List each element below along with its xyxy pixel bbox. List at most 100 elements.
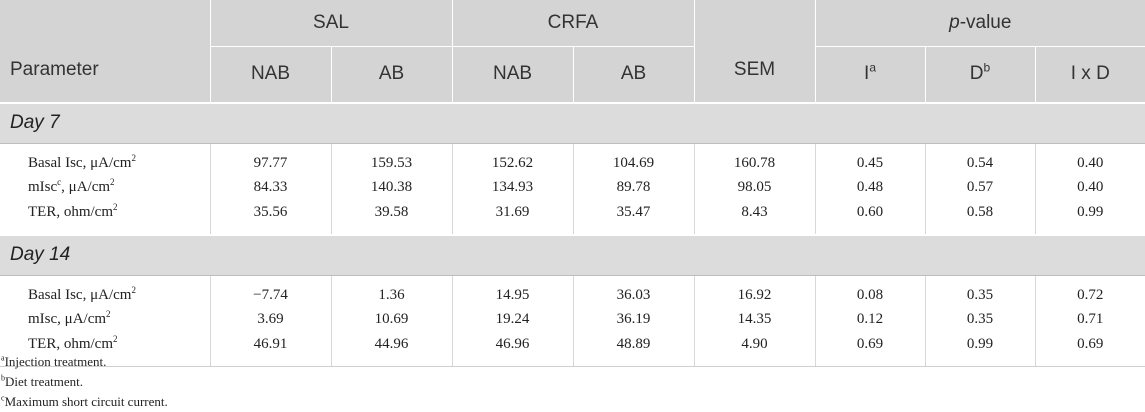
header-d-sup: b xyxy=(983,60,991,75)
table-body: Day 7 Basal Isc, μA/cm2 97.77 159.53 152… xyxy=(0,101,1145,367)
value-cell: 0.58 xyxy=(924,199,1036,235)
row-parameter: TER, ohm/cm2 xyxy=(0,331,210,367)
value-cell: 16.92 xyxy=(693,275,816,308)
param-mid-sup: c xyxy=(57,177,62,187)
param-sup: 2 xyxy=(131,153,136,163)
section-title: Day 7 xyxy=(0,101,1145,144)
value-cell: −7.74 xyxy=(209,275,331,308)
param-sup: 2 xyxy=(113,202,118,212)
table-row: mIsc, μA/cm2 3.69 10.69 19.24 36.19 14.3… xyxy=(0,307,1145,332)
header-i: Ia xyxy=(814,46,926,103)
group-sal: SAL xyxy=(209,0,453,47)
value-cell: 89.78 xyxy=(572,175,695,200)
value-cell: 160.78 xyxy=(693,143,816,176)
group-pvalue: p-value xyxy=(814,0,1145,47)
value-cell: 36.19 xyxy=(572,307,695,332)
table-row: Basal Isc, μA/cm2 97.77 159.53 152.62 10… xyxy=(0,143,1145,176)
param-sup: 2 xyxy=(113,334,118,344)
value-cell: 35.47 xyxy=(572,199,695,235)
value-cell: 104.69 xyxy=(572,143,695,176)
header-sal-nab: NAB xyxy=(209,46,331,103)
pvalue-rest: -value xyxy=(959,12,1012,33)
value-cell: 98.05 xyxy=(693,175,816,200)
section-title: Day 14 xyxy=(0,233,1145,276)
value-cell: 1.36 xyxy=(330,275,453,308)
footnote-mark: c xyxy=(1,393,5,403)
value-cell: 0.60 xyxy=(814,199,926,235)
header-crfa-ab: AB xyxy=(572,46,695,103)
value-cell: 10.69 xyxy=(330,307,453,332)
value-cell: 36.03 xyxy=(572,275,695,308)
header-blank-sem xyxy=(693,0,816,47)
footnote-mark: b xyxy=(1,373,5,383)
param-text: TER, ohm/cm xyxy=(28,204,113,220)
value-cell: 0.45 xyxy=(814,143,926,176)
value-cell: 0.71 xyxy=(1034,307,1145,332)
header-i-sup: a xyxy=(869,60,876,75)
param-sup: 2 xyxy=(106,309,111,319)
param-text: mIsc xyxy=(28,179,58,195)
param-text: mIsc, μA/cm xyxy=(28,311,107,327)
value-cell: 140.38 xyxy=(330,175,453,200)
header-d-label: D xyxy=(969,63,984,85)
footnote: bDiet treatment. xyxy=(1,372,168,392)
param-text: Basal Isc, μA/cm xyxy=(28,155,132,171)
value-cell: 46.96 xyxy=(451,331,574,367)
value-cell: 97.77 xyxy=(209,143,331,176)
value-cell: 152.62 xyxy=(451,143,574,176)
row-parameter: TER, ohm/cm2 xyxy=(0,199,210,235)
value-cell: 0.54 xyxy=(924,143,1036,176)
value-cell: 0.57 xyxy=(924,175,1036,200)
header-d: Db xyxy=(924,46,1036,103)
footnote-text: Diet treatment. xyxy=(5,374,83,389)
value-cell: 0.99 xyxy=(1034,199,1145,235)
footnote-text: Injection treatment. xyxy=(4,354,107,369)
value-cell: 8.43 xyxy=(693,199,816,235)
footnote: aInjection treatment. xyxy=(1,352,168,372)
pvalue-italic: p xyxy=(949,12,960,33)
param-sup: 2 xyxy=(110,177,115,187)
table-row: TER, ohm/cm2 35.56 39.58 31.69 35.47 8.4… xyxy=(0,199,1145,235)
table-row: TER, ohm/cm2 46.91 44.96 46.96 48.89 4.9… xyxy=(0,331,1145,367)
value-cell: 0.69 xyxy=(814,331,926,367)
value-cell: 14.95 xyxy=(451,275,574,308)
value-cell: 46.91 xyxy=(209,331,331,367)
value-cell: 3.69 xyxy=(209,307,331,332)
value-cell: 159.53 xyxy=(330,143,453,176)
param-sup: 2 xyxy=(131,285,136,295)
value-cell: 48.89 xyxy=(572,331,695,367)
section-row-day14: Day 14 xyxy=(0,233,1145,276)
param-text: TER, ohm/cm xyxy=(28,336,113,352)
table-row: Basal Isc, μA/cm2 −7.74 1.36 14.95 36.03… xyxy=(0,275,1145,308)
header-sem: SEM xyxy=(693,46,816,103)
value-cell: 0.35 xyxy=(924,275,1036,308)
value-cell: 39.58 xyxy=(330,199,453,235)
footnote: cMaximum short circuit current. xyxy=(1,392,168,412)
value-cell: 4.90 xyxy=(693,331,816,367)
row-parameter: mIsc, μA/cm2 xyxy=(0,308,210,332)
value-cell: 44.96 xyxy=(330,331,453,367)
header-ixd: I x D xyxy=(1034,46,1145,103)
table-header: SAL CRFA p-value Parameter NAB AB NAB AB… xyxy=(0,0,1145,103)
value-cell: 84.33 xyxy=(209,175,331,200)
value-cell: 0.12 xyxy=(814,307,926,332)
row-parameter: Basal Isc, μA/cm2 xyxy=(0,275,210,308)
value-cell: 134.93 xyxy=(451,175,574,200)
value-cell: 0.99 xyxy=(924,331,1036,367)
value-cell: 0.40 xyxy=(1034,175,1145,200)
footnotes: aInjection treatment. bDiet treatment. c… xyxy=(1,352,168,412)
value-cell: 0.72 xyxy=(1034,275,1145,308)
param-text: Basal Isc, μA/cm xyxy=(28,287,132,303)
footnote-mark: a xyxy=(1,353,5,363)
header-sal-ab: AB xyxy=(330,46,453,103)
value-cell: 19.24 xyxy=(451,307,574,332)
header-parameter: Parameter xyxy=(0,46,210,103)
row-parameter: mIscc, μA/cm2 xyxy=(0,176,210,200)
value-cell: 0.35 xyxy=(924,307,1036,332)
header-crfa-nab: NAB xyxy=(451,46,574,103)
param-tail: , μA/cm xyxy=(61,179,111,195)
value-cell: 0.48 xyxy=(814,175,926,200)
header-i-label: I xyxy=(864,63,870,85)
section-row-day7: Day 7 xyxy=(0,101,1145,144)
value-cell: 35.56 xyxy=(209,199,331,235)
